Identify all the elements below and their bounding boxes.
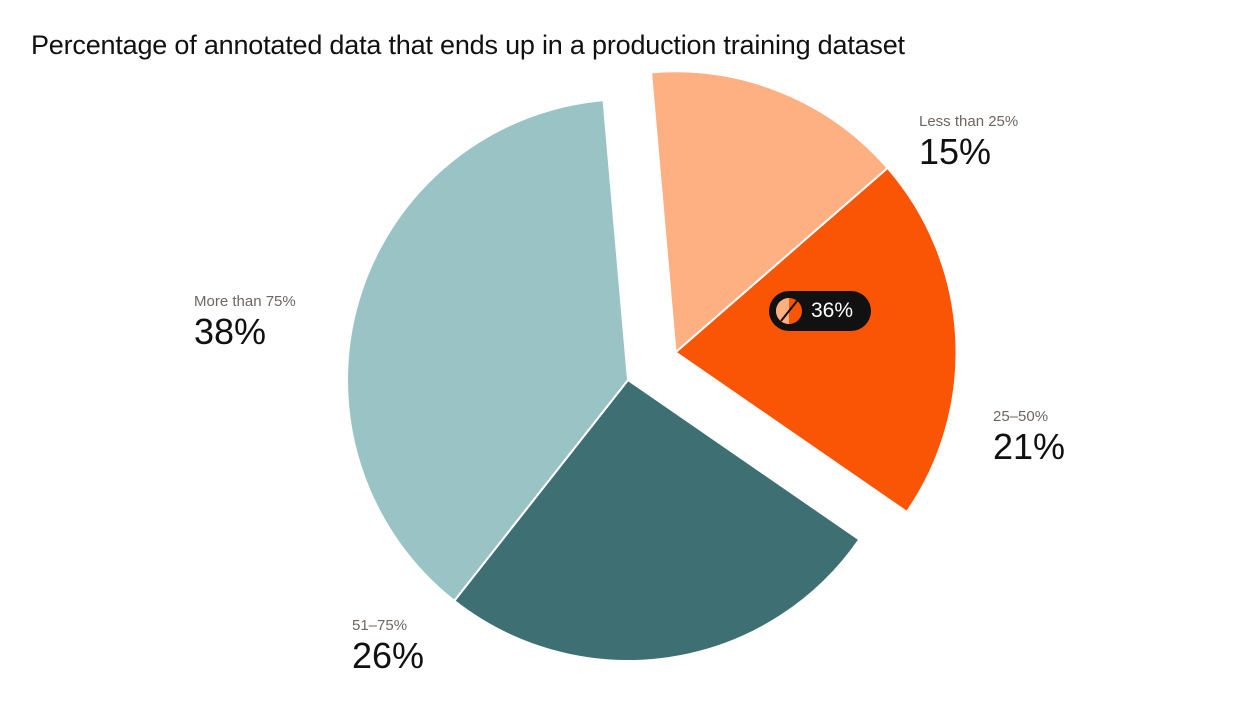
slice-value: 26% <box>352 635 425 676</box>
slice-category: 51–75% <box>352 617 408 634</box>
slice-category: 25–50% <box>993 408 1049 425</box>
slice-value: 21% <box>993 426 1066 467</box>
combined-percentage-badge: 36% <box>769 291 871 331</box>
slice-value: 15% <box>919 131 992 172</box>
badge-text: 36% <box>811 299 854 322</box>
pie-slice-less-than-25 <box>650 70 889 354</box>
slice-label-25-50: 25–50% 21% <box>993 408 1065 467</box>
pie-slice-51-75 <box>453 379 861 662</box>
slice-category: More than 75% <box>194 293 296 310</box>
half-circle-icon <box>776 298 802 324</box>
slice-category: Less than 25% <box>919 113 1019 130</box>
slice-value: 38% <box>194 311 267 352</box>
pie-slice-25-50 <box>674 166 958 513</box>
slice-label-less-than-25: Less than 25% 15% <box>919 113 1018 172</box>
slice-label-51-75: 51–75% 26% <box>352 617 424 676</box>
slice-label-more-than-75: More than 75% 38% <box>194 293 296 352</box>
pie-slice-more-than-75 <box>346 99 629 602</box>
chart-title: Percentage of annotated data that ends u… <box>31 30 905 60</box>
